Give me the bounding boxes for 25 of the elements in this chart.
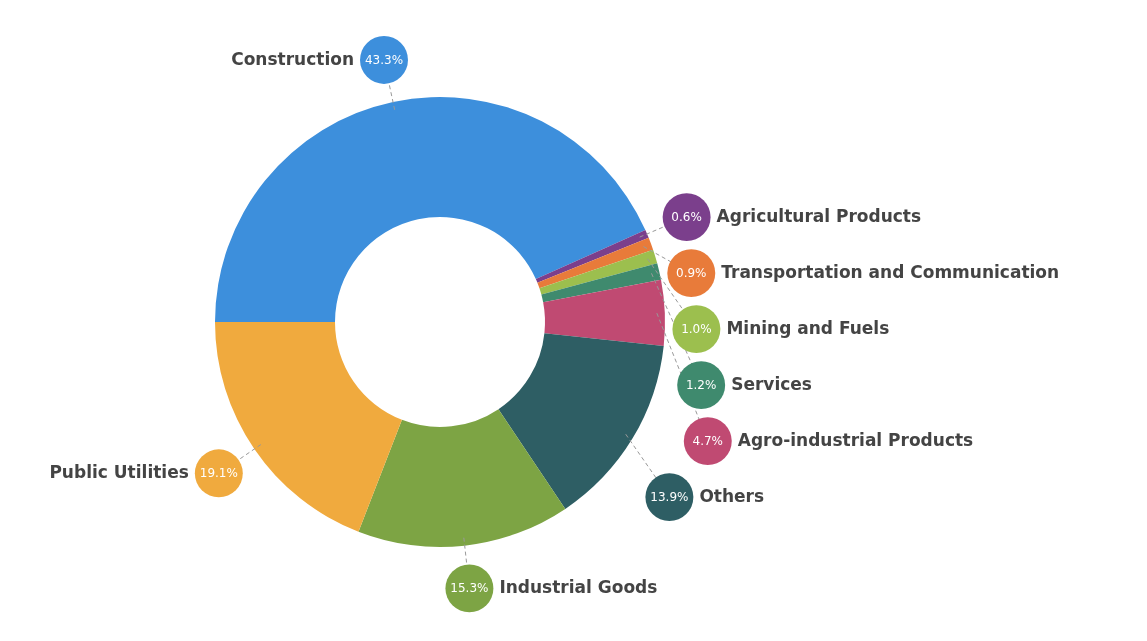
data-label: 0.9% — [676, 266, 707, 281]
slice-label: Agricultural Products — [716, 206, 922, 227]
donut-slice — [358, 409, 566, 547]
slice-label: Public Utilities — [49, 462, 189, 483]
data-label: 0.6% — [671, 210, 702, 225]
donut-slice — [541, 263, 662, 303]
donut-slice — [543, 279, 665, 346]
donut-slice — [537, 237, 654, 289]
slice-label: Agro-industrial Products — [737, 430, 974, 451]
slice-label: Mining and Fuels — [726, 318, 890, 339]
slice-label: Transportation and Communication — [721, 262, 1060, 283]
data-label: 4.7% — [692, 434, 724, 449]
data-label: 19.1% — [199, 466, 238, 481]
donut-slice — [539, 249, 658, 295]
slice-label: Others — [699, 486, 765, 507]
slice-label: Industrial Goods — [499, 577, 658, 598]
donut-slice — [215, 97, 646, 322]
donut-slice — [535, 230, 649, 283]
data-label: 43.3% — [364, 52, 404, 67]
data-label: 1.2% — [685, 378, 717, 393]
slice-label: Construction — [231, 48, 355, 69]
data-label: 13.9% — [650, 490, 689, 505]
data-label: 1.0% — [681, 322, 712, 337]
data-label: 15.3% — [450, 581, 489, 596]
slice-label: Services — [731, 374, 812, 395]
